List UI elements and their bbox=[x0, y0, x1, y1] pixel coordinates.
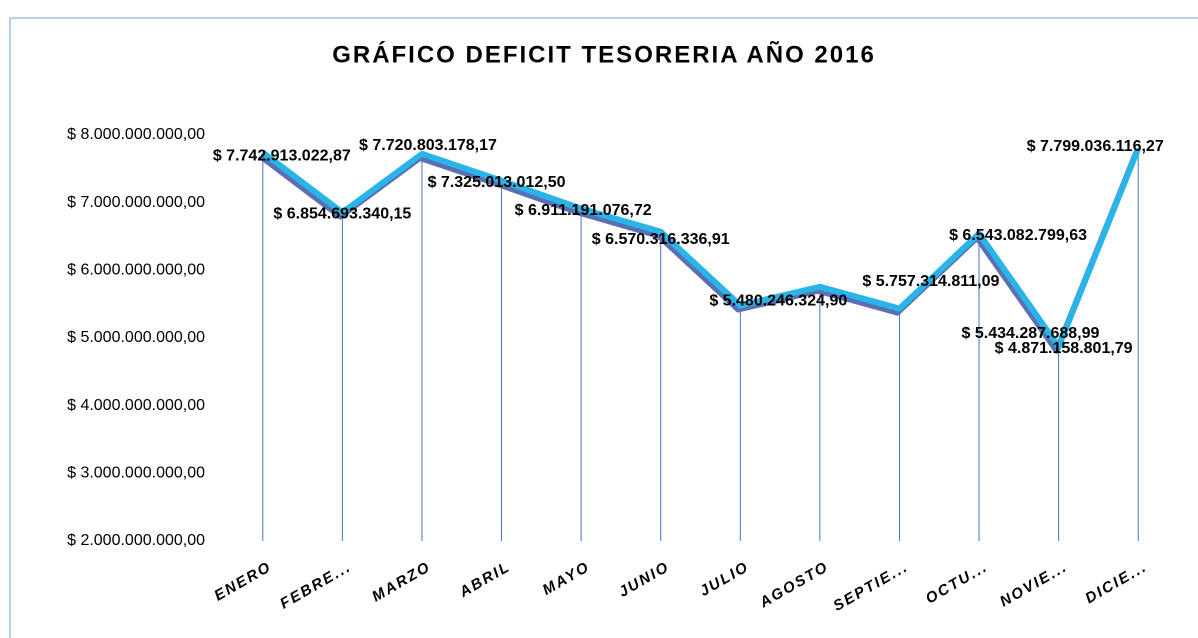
data-label: $ 6.911.191.076,72 bbox=[515, 202, 652, 219]
data-label: $ 6.854.693.340,15 bbox=[273, 206, 411, 223]
line bbox=[260, 147, 1141, 350]
y-tick-label: $ 5.000.000.000,00 bbox=[67, 329, 205, 346]
data-label: $ 7.742.913.022,87 bbox=[213, 148, 351, 165]
chart-frame bbox=[9, 17, 1198, 638]
data-label: $ 6.543.082.799,63 bbox=[949, 227, 1087, 244]
y-tick-label: $ 7.000.000.000,00 bbox=[67, 194, 205, 211]
y-tick-label: $ 8.000.000.000,00 bbox=[67, 126, 205, 143]
chart-title: GRÁFICO DEFICIT TESORERIA AÑO 2016 bbox=[332, 40, 876, 68]
y-tick-label: $ 4.000.000.000,00 bbox=[67, 397, 205, 414]
data-label: $ 6.570.316.336,91 bbox=[592, 231, 730, 248]
data-label: $ 7.720.803.178,17 bbox=[359, 137, 497, 154]
y-tick-label: $ 3.000.000.000,00 bbox=[67, 465, 205, 482]
data-label: $ 7.799.036.116,27 bbox=[1027, 138, 1164, 155]
data-label: $ 7.325.013.012,50 bbox=[428, 174, 566, 191]
y-tick-label: $ 6.000.000.000,00 bbox=[67, 262, 205, 279]
data-label: $ 4.871.158.801,79 bbox=[995, 340, 1133, 357]
data-label: $ 5.434.287.688,99 bbox=[962, 325, 1100, 342]
data-label: $ 5.480.246.324,90 bbox=[709, 293, 847, 310]
y-tick-label: $ 2.000.000.000,00 bbox=[67, 532, 205, 549]
data-label: $ 5.757.314.811,09 bbox=[862, 273, 999, 290]
